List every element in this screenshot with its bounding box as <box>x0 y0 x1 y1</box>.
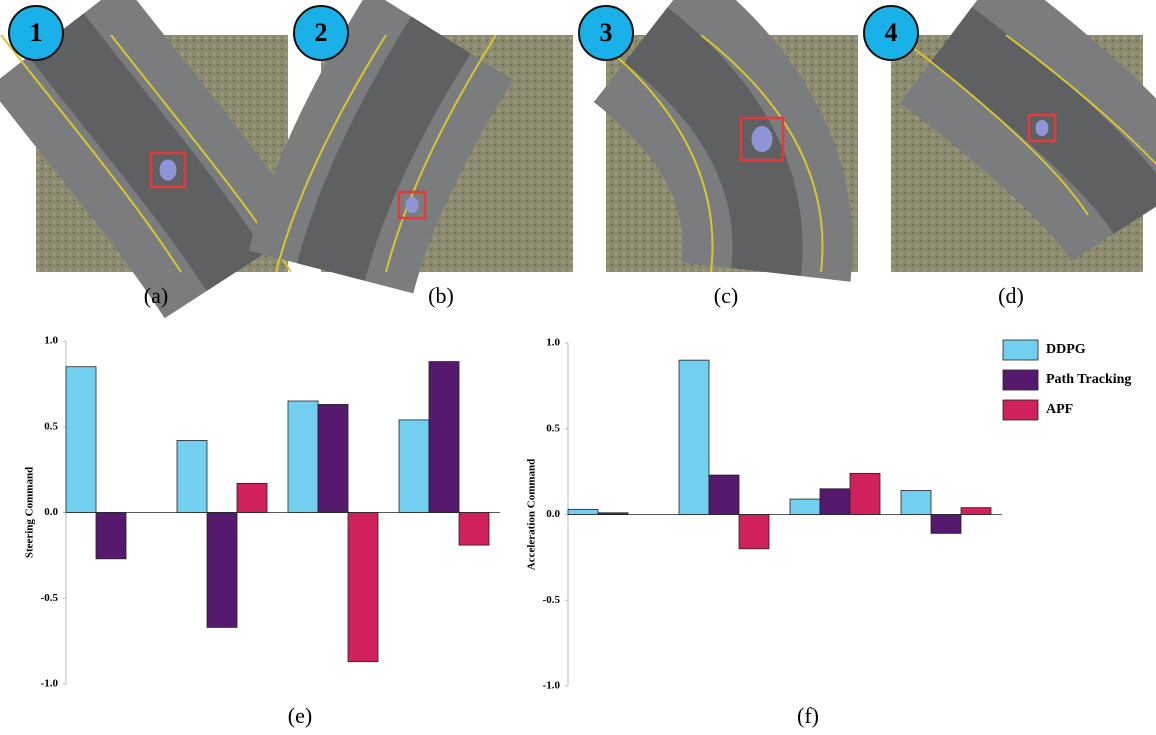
screenshot-panel <box>891 35 1156 272</box>
bar <box>429 362 459 513</box>
panel-caption: (a) <box>144 283 168 308</box>
y-tick-label: 0.0 <box>44 506 58 518</box>
badge-number: 2 <box>315 18 328 47</box>
bar <box>207 513 237 628</box>
bar <box>399 420 429 513</box>
bar <box>679 360 709 514</box>
badge-number: 4 <box>885 18 898 47</box>
bar <box>961 508 991 515</box>
y-tick-label: -0.5 <box>543 594 561 606</box>
bar <box>237 483 267 512</box>
legend-swatch <box>1003 400 1038 420</box>
bar <box>348 513 378 662</box>
bar <box>177 440 207 512</box>
y-axis-title: Steering Command <box>24 467 36 558</box>
bar <box>931 515 961 534</box>
car <box>406 197 419 213</box>
legend-label: Path Tracking <box>1046 372 1131 387</box>
y-tick-label: 0.5 <box>546 422 560 434</box>
bar <box>709 475 739 514</box>
badge-number: 1 <box>30 18 43 47</box>
bar <box>288 401 318 512</box>
panel-caption: (c) <box>714 283 738 308</box>
bar <box>739 515 769 549</box>
bar <box>459 513 489 546</box>
y-tick-label: 1.0 <box>44 335 58 347</box>
y-tick-label: 0.5 <box>44 420 58 432</box>
car <box>752 126 773 152</box>
screenshot-panel <box>276 35 573 272</box>
bar <box>598 513 628 515</box>
screenshot-panel <box>1 35 291 272</box>
bar <box>66 367 96 513</box>
bar <box>318 404 348 512</box>
legend-label: DDPG <box>1046 342 1086 357</box>
bar <box>96 513 126 559</box>
y-tick-label: 1.0 <box>546 337 560 349</box>
legend-label: APF <box>1046 402 1073 417</box>
bar <box>850 473 880 514</box>
bar <box>820 489 850 515</box>
bar <box>790 499 820 514</box>
legend-swatch <box>1003 370 1038 390</box>
bar <box>568 509 598 514</box>
panel-caption: (b) <box>428 283 454 308</box>
screenshot-panel <box>591 35 858 272</box>
y-tick-label: -1.0 <box>543 680 561 692</box>
car <box>1036 120 1049 136</box>
y-tick-label: -1.0 <box>41 678 59 690</box>
y-tick-label: -0.5 <box>41 592 59 604</box>
chart-caption: (e) <box>288 703 312 728</box>
figure: 1 (a) 2 (b) 3 (c) 4 (d) -1.0 -0.5 0.0 0.5 1.0 Steerin… <box>0 0 1156 735</box>
panel-caption: (d) <box>998 283 1024 308</box>
legend-swatch <box>1003 340 1038 360</box>
y-tick-label: 0.0 <box>546 508 560 520</box>
bar <box>901 490 931 514</box>
chart-caption: (f) <box>797 703 819 728</box>
car <box>160 159 177 180</box>
badge-number: 3 <box>600 18 613 47</box>
y-axis-title: Acceleration Command <box>526 459 538 571</box>
